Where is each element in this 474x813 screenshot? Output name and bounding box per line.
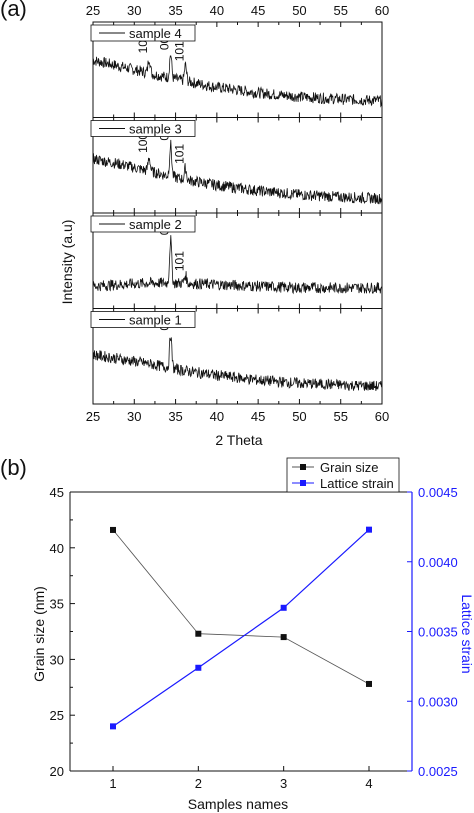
top-tick-label: 35 [168, 3, 182, 18]
xrd-curve [92, 55, 383, 108]
top-tick-label: 60 [375, 3, 389, 18]
y-axis-label-intensity: Intensity (a.u) [59, 220, 75, 305]
panel-b-label: (b) [0, 455, 27, 480]
y-tick-label: 20 [50, 764, 64, 779]
legend: sample 2 [90, 215, 196, 233]
legend-swatch-marker [300, 480, 306, 486]
panel-a-label: (a) [0, 0, 27, 21]
top-tick-label: 55 [333, 3, 347, 18]
xrd-curve [92, 235, 383, 295]
x-tick-label: 1 [109, 776, 116, 791]
bottom-tick-label: 50 [292, 409, 306, 424]
legend-box [90, 311, 196, 328]
data-point [195, 664, 202, 671]
top-tick-label: 50 [292, 3, 306, 18]
x-tick-label: 3 [280, 776, 287, 791]
xrd-subplot: 002101sample 2 [90, 212, 383, 309]
y-tick-label: 35 [50, 597, 64, 612]
legend-box [90, 120, 196, 137]
peak-label: 101 [172, 41, 186, 61]
legend-label: sample 4 [129, 26, 182, 41]
legend: sample 3 [90, 120, 196, 137]
legend-label: Lattice strain [320, 476, 394, 491]
data-point [366, 526, 372, 533]
legend-label: sample 2 [129, 217, 182, 232]
xrd-curve [93, 139, 383, 205]
legend-box [286, 457, 400, 493]
y2-tick-label: 0.0025 [418, 764, 458, 779]
x-tick-label: 4 [365, 776, 372, 791]
x-tick-label: 2 [195, 776, 202, 791]
bottom-tick-label: 30 [127, 409, 141, 424]
bottom-tick-label: 35 [168, 409, 182, 424]
y2-tick-label: 0.0040 [418, 555, 458, 570]
xrd-subplot: 002sample 1 [90, 308, 383, 405]
legend-label: Grain size [320, 460, 379, 475]
y2-tick-label: 0.0035 [418, 625, 458, 640]
data-point [280, 634, 287, 641]
grain-strain-panel: 20 25 30 35 40 45 0.0025 0.0030 0.0035 0.0040 0.00… [50, 457, 458, 791]
peak-label: 101 [172, 251, 186, 271]
legend-box [90, 24, 196, 42]
xrd-subplot: 100002101sample 3 [90, 117, 383, 214]
top-tick-label: 45 [251, 3, 265, 18]
legend-label: sample 1 [129, 313, 182, 328]
xrd-curve [92, 337, 383, 392]
lattice-strain-series [110, 526, 372, 730]
y2-tick-label: 0.0045 [418, 485, 458, 500]
data-point [110, 723, 116, 730]
x-axis-label-2theta: 2 Theta [215, 432, 262, 448]
top-tick-label: 40 [210, 3, 224, 18]
y2-axis-label-lattice-strain: Lattice strain [459, 594, 474, 673]
legend: sample 4 [90, 24, 196, 42]
top-tick-label: 25 [86, 3, 100, 18]
legend-swatch-marker [300, 464, 306, 470]
x-axis-label-samples: Samples names [188, 796, 288, 812]
bottom-tick-label: 60 [375, 409, 389, 424]
data-point [195, 630, 202, 637]
y-tick-label: 30 [50, 652, 64, 667]
y-tick-label: 25 [50, 708, 64, 723]
peak-label: 101 [172, 144, 186, 164]
series-line [112, 529, 370, 685]
bottom-tick-label: 55 [333, 409, 347, 424]
xrd-panel: 25 25 30 30 35 35 40 40 45 45 50 50 55 55 60 60 10000210… [86, 3, 389, 424]
data-point [280, 604, 287, 611]
series-line [112, 529, 370, 727]
data-point [366, 680, 372, 687]
xrd-subplot: 100002101sample 4 [90, 21, 383, 118]
grain-size-series [110, 526, 372, 687]
legend-label: sample 3 [129, 122, 182, 137]
y-tick-label: 45 [50, 485, 64, 500]
peak-label: 100 [136, 133, 150, 153]
legend: sample 1 [90, 311, 196, 328]
bottom-tick-label: 45 [251, 409, 265, 424]
bottom-tick-label: 40 [210, 409, 224, 424]
data-point [110, 526, 116, 533]
y-tick-label: 40 [50, 541, 64, 556]
bottom-tick-label: 25 [86, 409, 100, 424]
legend-box [90, 215, 196, 233]
y2-tick-label: 0.0030 [418, 694, 458, 709]
y-axis-label-grain-size: Grain size (nm) [31, 586, 47, 682]
top-tick-label: 30 [127, 3, 141, 18]
